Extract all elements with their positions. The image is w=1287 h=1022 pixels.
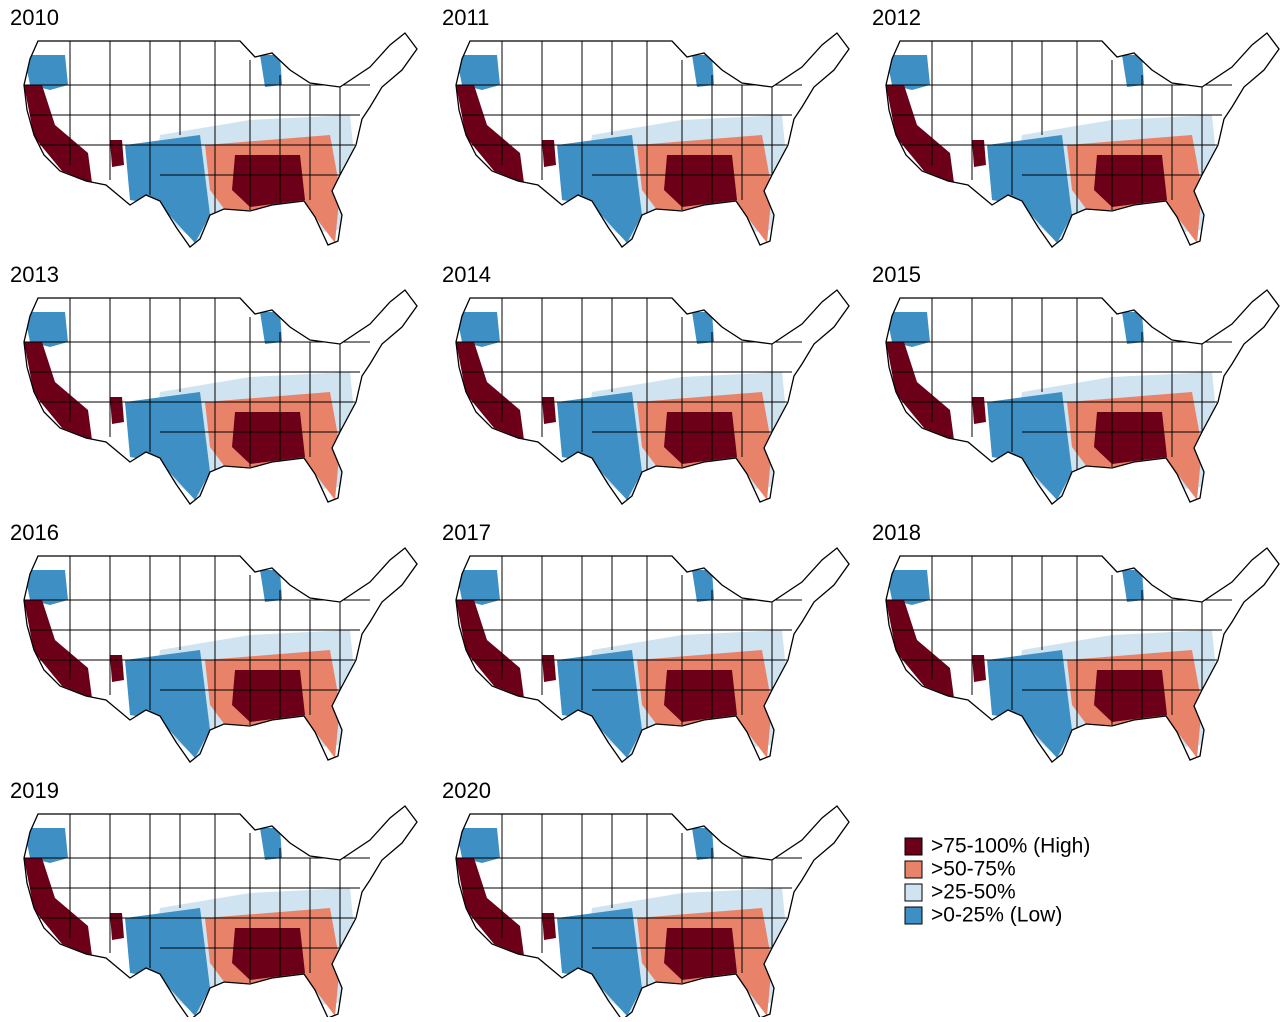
map-panel: 2011 <box>442 5 862 255</box>
map-panel: 2017 <box>442 520 862 770</box>
legend-label: >50-75% <box>931 858 1016 881</box>
us-map <box>872 15 1287 255</box>
map-panel: 2013 <box>10 262 430 512</box>
panel-year: 2012 <box>872 5 921 30</box>
legend-swatch <box>904 906 923 925</box>
us-map <box>442 15 862 255</box>
panel-year: 2018 <box>872 520 921 545</box>
panel-year: 2011 <box>442 5 489 30</box>
map-panel: 2019 <box>10 778 430 1017</box>
panel-year: 2013 <box>10 262 59 287</box>
panel-year: 2010 <box>10 5 59 30</box>
map-panel: 2015 <box>872 262 1287 512</box>
us-map <box>872 530 1287 770</box>
map-panel: 2018 <box>872 520 1287 770</box>
legend-swatch <box>904 860 923 879</box>
legend-swatch <box>904 883 923 902</box>
legend-swatch <box>904 837 923 856</box>
us-map <box>10 272 430 512</box>
panel-year: 2020 <box>442 778 491 803</box>
us-map <box>10 15 430 255</box>
map-panel: 2020 <box>442 778 862 1017</box>
map-panel: 2014 <box>442 262 862 512</box>
us-map <box>442 272 862 512</box>
map-panel: 2012 <box>872 5 1287 255</box>
map-panel: 2016 <box>10 520 430 770</box>
us-map <box>10 530 430 770</box>
legend-label: >75-100% (High) <box>931 835 1090 858</box>
panel-year: 2016 <box>10 520 59 545</box>
us-map <box>872 272 1287 512</box>
us-map <box>10 788 430 1017</box>
legend-label: >25-50% <box>931 881 1016 904</box>
panel-year: 2014 <box>442 262 491 287</box>
legend-label: >0-25% (Low) <box>931 904 1062 927</box>
panel-year: 2019 <box>10 778 59 803</box>
legend: >75-100% (High)>50-75%>25-50%>0-25% (Low… <box>904 835 1090 927</box>
panel-year: 2015 <box>872 262 921 287</box>
map-panel: 2010 <box>10 5 430 255</box>
us-map <box>442 530 862 770</box>
us-map <box>442 788 862 1017</box>
panel-year: 2017 <box>442 520 491 545</box>
